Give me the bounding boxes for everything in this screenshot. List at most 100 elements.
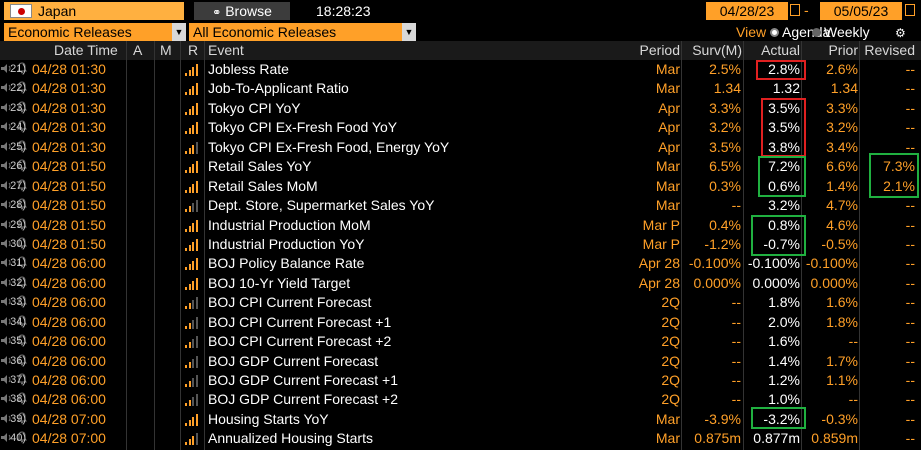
speaker-icon[interactable] — [0, 82, 12, 93]
bell-icon[interactable] — [16, 217, 28, 230]
speaker-icon[interactable] — [0, 141, 12, 152]
speaker-icon[interactable] — [0, 63, 12, 74]
settings-person-icon[interactable]: ⚙ — [895, 26, 906, 40]
speaker-icon[interactable] — [0, 199, 12, 210]
bell-icon[interactable] — [16, 315, 28, 327]
subcategory-select[interactable]: All Economic Releases ▼ — [189, 23, 416, 41]
table-row[interactable]: 32) 04/28 06:00 BOJ 10-Yr Yield Target A… — [0, 274, 921, 293]
speaker-icon[interactable] — [0, 238, 12, 249]
bell-icon[interactable] — [16, 159, 28, 171]
table-row[interactable]: 29) 04/28 01:50 Industrial Production Mo… — [0, 216, 921, 235]
speaker-icon[interactable] — [0, 296, 12, 307]
speaker-icon[interactable] — [0, 335, 12, 346]
agenda-radio[interactable] — [770, 28, 779, 37]
bell-icon[interactable] — [16, 431, 28, 443]
speaker-icon[interactable] — [0, 316, 12, 327]
chevron-down-icon[interactable]: ▼ — [172, 23, 186, 41]
speaker-icon[interactable] — [0, 355, 12, 366]
table-row[interactable]: 23) 04/28 01:30 Tokyo CPI YoY Apr 3.3% 3… — [0, 99, 921, 118]
speaker-icon[interactable] — [0, 413, 12, 424]
speaker-icon[interactable] — [0, 432, 12, 443]
event-name[interactable]: Dept. Store, Supermarket Sales YoY — [208, 197, 435, 214]
col-actual[interactable]: Actual — [761, 42, 800, 58]
bell-icon[interactable] — [16, 334, 28, 346]
bell-icon[interactable] — [16, 392, 28, 404]
start-calendar-icon[interactable] — [790, 4, 800, 16]
browse-button[interactable]: ⚭ Browse — [194, 2, 290, 20]
event-name[interactable]: Jobless Rate — [208, 61, 289, 77]
weekly-label[interactable]: Weekly — [824, 24, 870, 40]
bell-icon[interactable] — [16, 295, 28, 307]
table-row[interactable]: 28) 04/28 01:50 Dept. Store, Supermarket… — [0, 196, 921, 215]
col-datetime[interactable]: Date Time — [54, 42, 118, 58]
col-revised[interactable]: Revised — [864, 42, 915, 58]
table-row[interactable]: 37) 04/28 06:00 BOJ GDP Current Forecast… — [0, 371, 921, 390]
bell-icon[interactable] — [16, 373, 28, 385]
table-row[interactable]: 27) 04/28 01:50 Retail Sales MoM Mar 0.3… — [0, 177, 921, 196]
end-date-field[interactable]: 05/05/23 — [820, 2, 902, 20]
event-name[interactable]: Retail Sales MoM — [208, 177, 318, 194]
speaker-icon[interactable] — [0, 121, 12, 132]
col-event[interactable]: Event — [208, 42, 244, 58]
event-name[interactable]: BOJ CPI Current Forecast +2 — [208, 333, 392, 350]
weekly-radio[interactable] — [812, 28, 821, 37]
event-name[interactable]: Job-To-Applicant Ratio — [208, 80, 349, 97]
category-select[interactable]: Economic Releases ▼ — [4, 23, 186, 41]
bell-icon[interactable] — [16, 81, 28, 93]
event-name[interactable]: Tokyo CPI Ex-Fresh Food YoY — [208, 119, 398, 136]
event-name[interactable]: Tokyo CPI YoY — [208, 99, 301, 116]
bell-icon[interactable] — [16, 237, 28, 249]
bell-icon[interactable] — [16, 412, 28, 424]
country-field[interactable]: Japan — [4, 2, 184, 20]
table-row[interactable]: 22) 04/28 01:30 Job-To-Applicant Ratio M… — [0, 79, 921, 98]
table-row[interactable]: 35) 04/28 06:00 BOJ CPI Current Forecast… — [0, 332, 921, 351]
table-row[interactable]: 38) 04/28 06:00 BOJ GDP Current Forecast… — [0, 390, 921, 409]
event-name[interactable]: Tokyo CPI Ex-Fresh Food, Energy YoY — [208, 138, 450, 155]
start-date-field[interactable]: 04/28/23 — [706, 2, 788, 20]
event-name[interactable]: BOJ 10-Yr Yield Target — [208, 274, 351, 291]
table-row[interactable]: 36) 04/28 06:00 BOJ GDP Current Forecast… — [0, 352, 921, 371]
table-row[interactable]: 39) 04/28 07:00 Housing Starts YoY Mar -… — [0, 410, 921, 429]
bell-icon[interactable] — [16, 198, 28, 210]
end-calendar-icon[interactable] — [905, 4, 915, 16]
bell-icon[interactable] — [16, 256, 28, 268]
table-row[interactable]: 34) 04/28 06:00 BOJ CPI Current Forecast… — [0, 313, 921, 332]
event-name[interactable]: Housing Starts YoY — [208, 410, 329, 427]
table-row[interactable]: 31) 04/28 06:00 BOJ Policy Balance Rate … — [0, 254, 921, 273]
event-name[interactable]: BOJ CPI Current Forecast +1 — [208, 313, 392, 330]
col-a[interactable]: A — [133, 42, 143, 58]
col-period[interactable]: Period — [639, 42, 680, 58]
bell-icon[interactable] — [16, 276, 28, 288]
chevron-down-icon[interactable]: ▼ — [402, 23, 416, 41]
speaker-icon[interactable] — [0, 374, 12, 385]
table-row[interactable]: 24) 04/28 01:30 Tokyo CPI Ex-Fresh Food … — [0, 118, 921, 137]
col-prior[interactable]: Prior — [828, 42, 858, 58]
event-name[interactable]: BOJ CPI Current Forecast — [208, 294, 372, 311]
table-row[interactable]: 40) 04/28 07:00 Annualized Housing Start… — [0, 429, 921, 448]
speaker-icon[interactable] — [0, 102, 12, 113]
event-name[interactable]: Retail Sales YoY — [208, 158, 312, 175]
bell-icon[interactable] — [16, 140, 28, 152]
speaker-icon[interactable] — [0, 180, 12, 191]
event-name[interactable]: BOJ Policy Balance Rate — [208, 255, 365, 272]
event-name[interactable]: Industrial Production MoM — [208, 216, 371, 233]
table-row[interactable]: 21) 04/28 01:30 Jobless Rate Mar 2.5% 2.… — [0, 60, 921, 79]
event-name[interactable]: Industrial Production YoY — [208, 235, 365, 252]
bell-icon[interactable] — [16, 101, 28, 113]
col-surv[interactable]: Surv(M) — [692, 42, 742, 58]
event-name[interactable]: BOJ GDP Current Forecast +1 — [208, 372, 398, 388]
speaker-icon[interactable] — [0, 257, 12, 268]
event-name[interactable]: BOJ GDP Current Forecast +2 — [208, 391, 398, 408]
table-row[interactable]: 30) 04/28 01:50 Industrial Production Yo… — [0, 235, 921, 254]
speaker-icon[interactable] — [0, 219, 12, 230]
bell-icon[interactable] — [16, 179, 28, 191]
speaker-icon[interactable] — [0, 160, 12, 171]
bell-icon[interactable] — [16, 62, 28, 74]
bell-icon[interactable] — [16, 354, 28, 366]
col-m[interactable]: M — [160, 42, 172, 58]
event-name[interactable]: Annualized Housing Starts — [208, 430, 373, 447]
table-row[interactable]: 25) 04/28 01:30 Tokyo CPI Ex-Fresh Food,… — [0, 138, 921, 157]
bell-icon[interactable] — [16, 120, 28, 132]
speaker-icon[interactable] — [0, 277, 12, 288]
table-row[interactable]: 26) 04/28 01:50 Retail Sales YoY Mar 6.5… — [0, 157, 921, 176]
